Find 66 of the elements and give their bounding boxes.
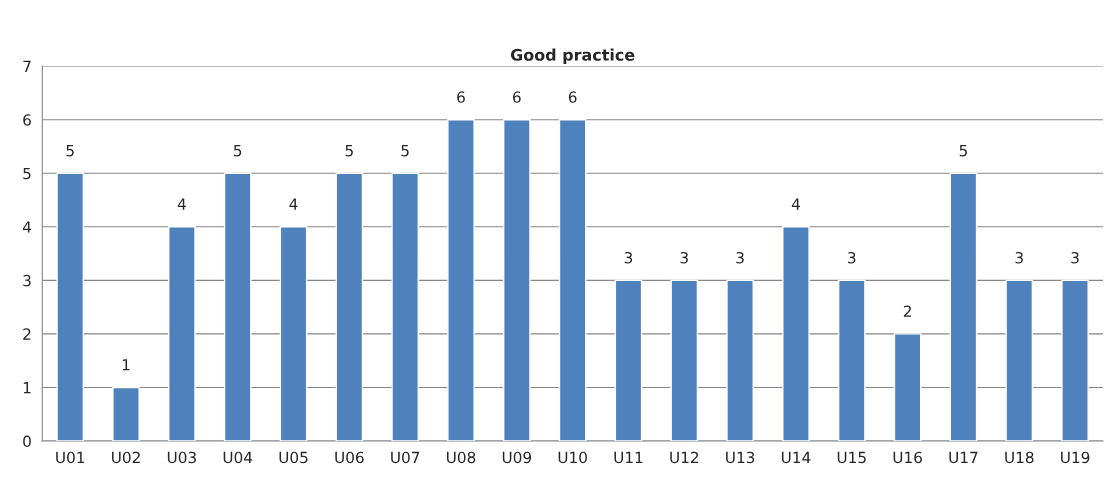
data-label: 3 bbox=[1071, 251, 1079, 264]
x-tick-label: U02 bbox=[112, 451, 140, 464]
x-tick-label: U05 bbox=[279, 451, 308, 464]
y-tick-label: 4 bbox=[22, 221, 32, 233]
data-label: 5 bbox=[345, 145, 353, 157]
data-label: 4 bbox=[289, 198, 298, 210]
bar bbox=[168, 226, 196, 441]
x-tick-label: U19 bbox=[1061, 451, 1090, 464]
bar bbox=[893, 333, 922, 441]
y-tick-label: 1 bbox=[23, 382, 31, 394]
bar bbox=[279, 226, 308, 441]
bar bbox=[56, 172, 85, 441]
x-tick-label: U10 bbox=[558, 451, 587, 464]
data-label: 5 bbox=[959, 145, 967, 157]
data-label: 6 bbox=[457, 91, 465, 103]
x-tick-label: U14 bbox=[781, 451, 811, 464]
data-label: 3 bbox=[680, 251, 688, 264]
bar bbox=[670, 279, 699, 441]
y-tick-label: 5 bbox=[23, 167, 31, 180]
x-tick-label: U04 bbox=[223, 451, 253, 464]
data-label: 3 bbox=[736, 251, 744, 264]
data-label: 6 bbox=[513, 91, 521, 103]
bar bbox=[949, 172, 978, 441]
x-tick-label: U12 bbox=[670, 451, 699, 464]
x-tick-label: U08 bbox=[447, 451, 476, 464]
bar bbox=[1005, 279, 1034, 441]
bar bbox=[335, 172, 364, 441]
x-tick-label: U09 bbox=[502, 451, 532, 464]
x-tick-label: U13 bbox=[726, 451, 755, 464]
bar bbox=[1061, 279, 1089, 441]
y-tick-label: 6 bbox=[23, 114, 31, 126]
data-label: 5 bbox=[401, 145, 409, 157]
y-tick-label: 7 bbox=[23, 60, 31, 72]
bar bbox=[837, 279, 866, 441]
bar bbox=[223, 172, 252, 441]
bar bbox=[447, 119, 475, 441]
data-label: 5 bbox=[66, 145, 74, 157]
data-label: 6 bbox=[568, 91, 577, 103]
data-label: 4 bbox=[791, 198, 800, 210]
y-tick-label: 2 bbox=[23, 328, 31, 340]
x-tick-label: U07 bbox=[391, 451, 420, 464]
bar bbox=[502, 119, 531, 441]
y-tick-label: 3 bbox=[23, 274, 31, 287]
data-label: 3 bbox=[1015, 251, 1023, 264]
data-label: 3 bbox=[624, 251, 633, 264]
bar bbox=[614, 279, 643, 441]
bar bbox=[391, 172, 419, 441]
x-tick-label: U01 bbox=[56, 451, 85, 464]
y-tick-label: 0 bbox=[23, 435, 31, 447]
x-tick-label: U11 bbox=[614, 451, 643, 464]
bar bbox=[782, 226, 810, 441]
data-label: 1 bbox=[122, 359, 130, 371]
x-tick-label: U06 bbox=[335, 451, 364, 464]
x-tick-label: U18 bbox=[1005, 451, 1034, 464]
bar bbox=[558, 119, 587, 441]
data-label: 3 bbox=[848, 251, 856, 264]
x-tick-label: U03 bbox=[167, 451, 196, 464]
chart-title: Good practice bbox=[510, 48, 635, 64]
data-label: 5 bbox=[234, 145, 242, 157]
x-tick-label: U15 bbox=[837, 451, 866, 464]
bar bbox=[112, 386, 140, 441]
x-tick-label: U16 bbox=[893, 451, 922, 464]
data-label: 4 bbox=[177, 198, 186, 210]
data-label: 2 bbox=[903, 305, 911, 317]
bar bbox=[726, 279, 754, 441]
x-tick-label: U17 bbox=[949, 451, 978, 464]
